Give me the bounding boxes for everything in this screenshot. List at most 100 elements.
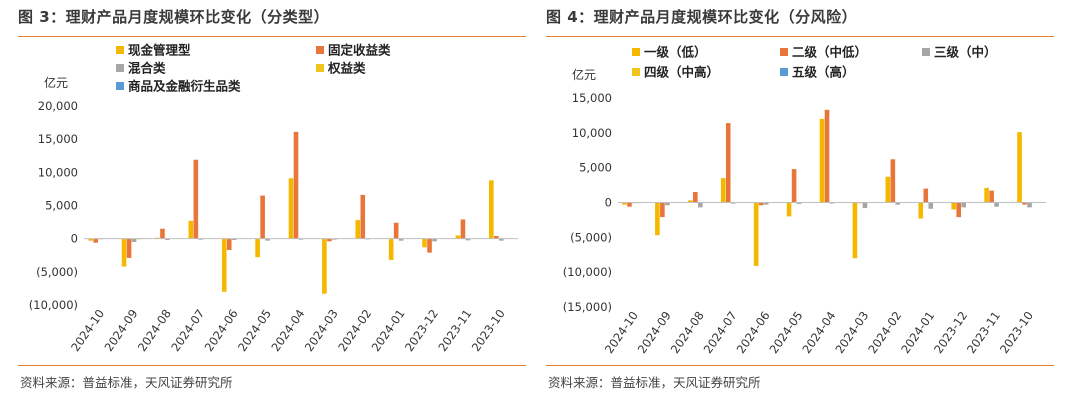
figure-title: 图 3：理财产品月度规模环比变化（分类型）	[18, 8, 330, 26]
bar	[465, 238, 471, 241]
y-tick-label: (5,000)	[570, 230, 612, 244]
bar	[188, 220, 194, 239]
bar	[293, 131, 299, 239]
bar	[753, 202, 759, 266]
y-tick-label: 5,000	[579, 161, 612, 175]
bar	[131, 238, 137, 242]
bar	[829, 202, 835, 204]
bar	[455, 235, 461, 239]
bar	[720, 178, 726, 203]
bar	[961, 202, 966, 208]
source-note: 资料来源：普益标准，天风证券研究所	[20, 375, 233, 390]
y-tick-label: 10,000	[38, 165, 78, 179]
y-tick-label: (10,000)	[563, 265, 612, 279]
bar	[327, 238, 332, 242]
legend-label: 五级（高）	[792, 65, 855, 80]
bar	[895, 202, 901, 205]
bar	[763, 202, 769, 205]
y-tick-label: (15,000)	[563, 300, 612, 314]
legend-label: 现金管理型	[128, 43, 191, 58]
bar	[885, 176, 891, 203]
bar	[88, 238, 93, 241]
bar	[226, 238, 232, 250]
chart-panel-type: 图 3：理财产品月度规模环比变化（分类型） 现金管理型 固定收益类混合类 权益类商品…	[18, 0, 526, 409]
legend-swatch	[780, 48, 788, 56]
y-tick-label: 15,000	[38, 132, 78, 146]
x-tick-label: 2023-10	[469, 307, 508, 354]
bar	[260, 195, 265, 239]
bar	[862, 202, 868, 209]
y-tick-label: 15,000	[572, 91, 612, 105]
legend-swatch	[632, 68, 640, 76]
bar	[989, 190, 994, 203]
source-divider	[18, 365, 526, 366]
y-unit-label: 亿元	[572, 67, 596, 82]
bar	[489, 180, 494, 239]
legend-label: 二级（中低）	[792, 45, 867, 60]
legend-swatch	[922, 48, 930, 56]
bar	[193, 159, 199, 239]
bar	[221, 238, 227, 292]
bar	[360, 194, 366, 239]
bar	[288, 178, 294, 239]
source-divider	[546, 365, 1054, 366]
bar	[622, 202, 627, 205]
bar	[93, 238, 98, 243]
y-unit-label: 亿元	[44, 75, 68, 90]
legend-label: 商品及金融衍生品类	[128, 79, 241, 94]
bar	[160, 228, 165, 239]
bar	[730, 202, 736, 204]
title-divider	[546, 36, 1054, 37]
bar	[660, 202, 665, 218]
legend-label: 混合类	[128, 61, 166, 76]
x-tick-label: 2023-10	[997, 309, 1036, 356]
bar	[693, 192, 698, 203]
bar	[918, 202, 924, 219]
y-tick-label: (10,000)	[29, 298, 78, 312]
bar	[984, 187, 989, 203]
y-tick-label: 10,000	[572, 126, 612, 140]
bar	[422, 238, 427, 248]
bar	[265, 238, 270, 241]
legend-label: 四级（中高）	[644, 65, 719, 80]
bar	[928, 202, 934, 209]
legend-label: 一级（低）	[644, 45, 707, 60]
bar	[951, 202, 956, 210]
bar	[432, 238, 437, 242]
legend-swatch	[116, 64, 124, 72]
source-note: 资料来源：普益标准，天风证券研究所	[548, 375, 761, 390]
bar	[393, 222, 399, 239]
bar	[388, 238, 394, 260]
bar	[126, 238, 132, 258]
bar	[121, 238, 127, 267]
bar	[852, 202, 858, 259]
bar	[786, 202, 792, 217]
bar	[688, 200, 693, 203]
bar	[956, 202, 961, 218]
bar	[1027, 202, 1032, 208]
bar	[627, 202, 632, 207]
bar	[665, 202, 670, 206]
bar	[1017, 132, 1022, 203]
bar	[322, 238, 327, 294]
legend-swatch	[316, 46, 324, 54]
bar	[427, 238, 432, 253]
y-tick-label: 20,000	[38, 99, 78, 113]
bar	[165, 238, 170, 240]
legend-label: 固定收益类	[328, 43, 391, 58]
bar	[819, 118, 825, 203]
legend-swatch	[116, 46, 124, 54]
bar	[725, 123, 731, 203]
legend-label: 权益类	[327, 61, 366, 76]
bar	[355, 220, 361, 239]
legend-label: 三级（中）	[934, 45, 997, 60]
y-tick-label: 0	[605, 196, 612, 210]
bar	[1022, 202, 1027, 205]
bar	[494, 236, 499, 239]
legend-swatch	[116, 82, 124, 90]
bar	[796, 202, 802, 204]
bar	[923, 188, 929, 203]
bar	[698, 202, 703, 208]
y-tick-label: 5,000	[45, 199, 78, 213]
